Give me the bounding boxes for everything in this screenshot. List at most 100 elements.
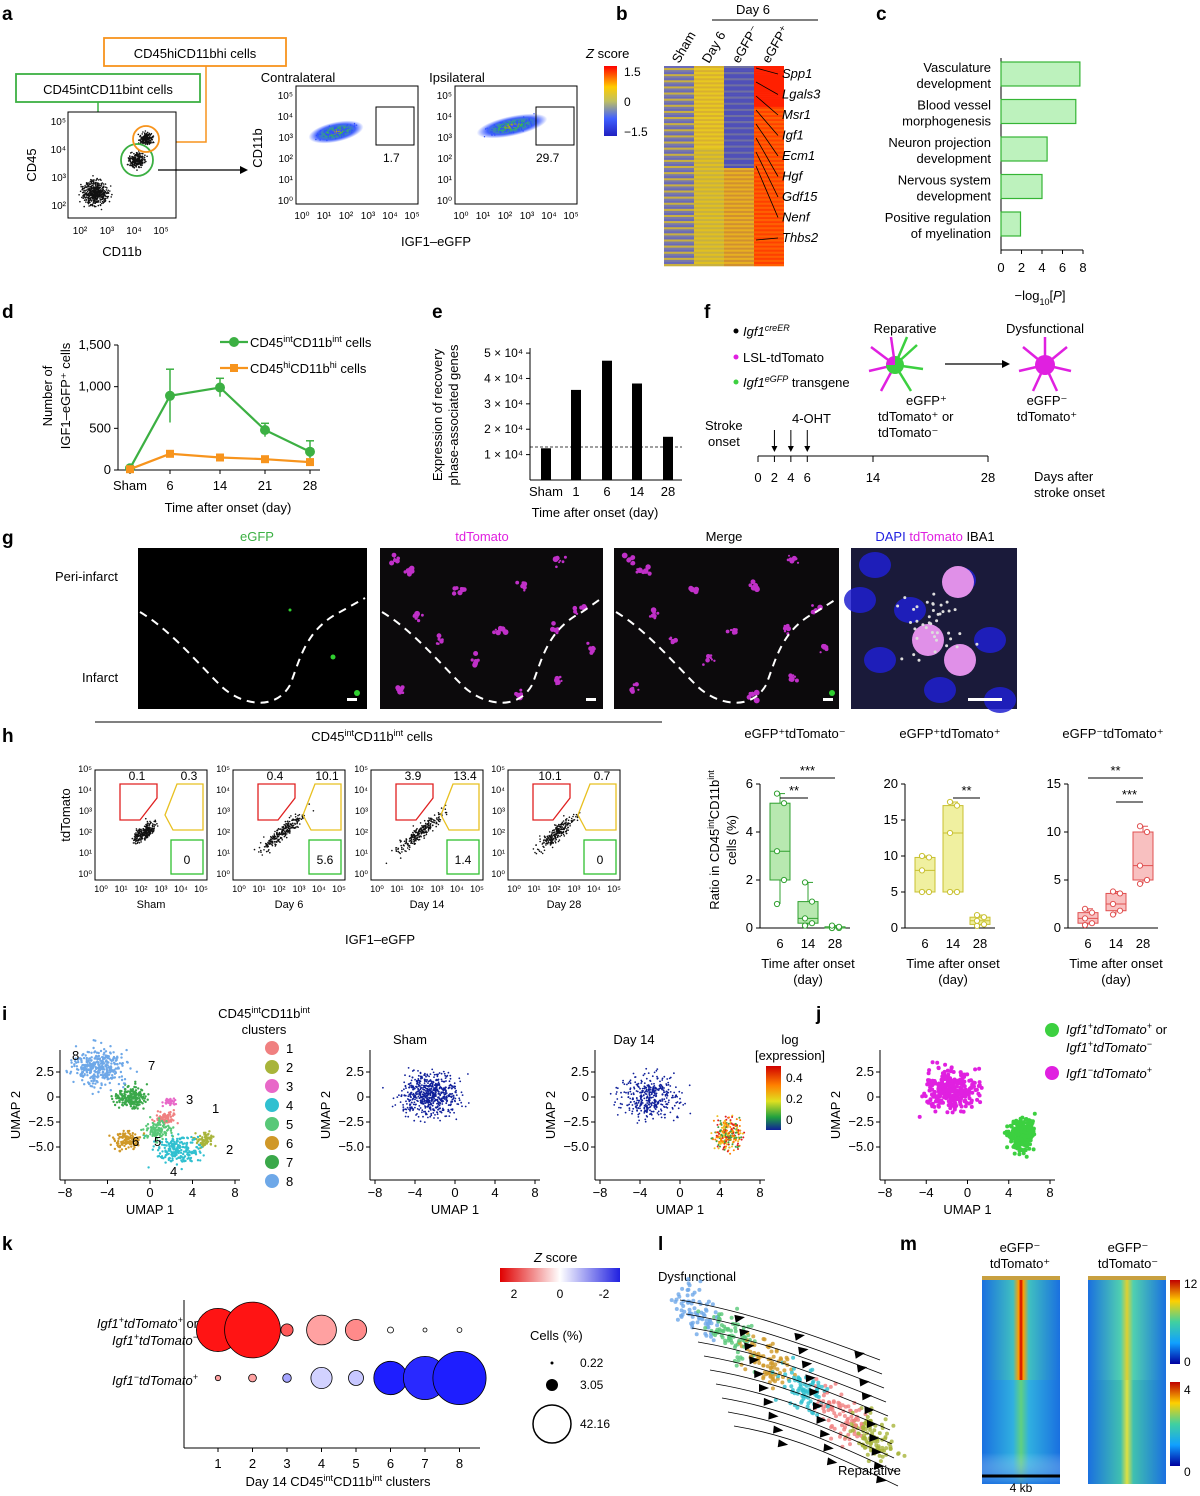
umap-cell <box>139 1094 142 1098</box>
event-dot <box>299 817 301 820</box>
event-dot <box>424 822 427 825</box>
umap-cell <box>90 1051 93 1055</box>
event-dot <box>518 129 521 131</box>
h-pct-green: 0 <box>597 853 604 867</box>
heatmap-cell <box>754 229 784 232</box>
heatmap-cell <box>724 182 754 185</box>
iba1-signal <box>912 653 916 657</box>
event-dot <box>491 134 493 136</box>
event-dot <box>499 121 501 124</box>
heatmap-cell <box>724 233 754 236</box>
microglia-spot <box>788 554 790 557</box>
umap-cell <box>120 1056 123 1059</box>
heatmap-cell <box>754 214 784 218</box>
event-dot <box>96 197 98 200</box>
event-dot <box>140 142 142 144</box>
umap-cell <box>210 1137 213 1140</box>
heatmap-cell <box>694 78 724 81</box>
heatmap-cell <box>664 80 694 83</box>
event-dot <box>89 192 92 195</box>
event-dot <box>559 825 561 827</box>
heatmap-cell <box>664 166 694 169</box>
event-dot <box>94 184 97 186</box>
event-dot <box>336 126 338 128</box>
cluster-legend-dot <box>265 1041 279 1055</box>
umap-cell <box>209 1142 212 1146</box>
f-dys2: tdTomato⁺ <box>1017 409 1077 424</box>
event-dot <box>546 838 548 841</box>
heatmap-cell <box>664 233 694 236</box>
event-dot <box>560 824 563 826</box>
h-xtick: 10¹ <box>527 884 540 894</box>
event-dot <box>340 134 342 136</box>
microglia-spot <box>558 561 561 564</box>
c-category-label: Blood vessel <box>917 98 991 113</box>
event-dot <box>287 829 289 832</box>
event-dot <box>328 133 330 135</box>
event-dot <box>132 161 134 164</box>
h-box <box>1105 892 1127 912</box>
event-dot <box>423 834 426 837</box>
heatmap-cell <box>694 257 724 261</box>
umap-cell <box>94 1061 97 1065</box>
event-dot <box>138 829 140 832</box>
event-dot <box>144 832 147 834</box>
umap-cell <box>134 1089 138 1092</box>
h-point <box>773 900 781 908</box>
umap-cell <box>99 1065 102 1068</box>
gene-label: Lgals3 <box>782 87 821 102</box>
event-dot <box>151 832 154 834</box>
umap-cell <box>402 1106 405 1108</box>
event-dot <box>432 819 435 821</box>
heatmap-cell <box>754 188 784 191</box>
arrow-head <box>787 446 794 452</box>
arrow-head <box>804 446 811 452</box>
contra-pct: 1.7 <box>383 151 400 165</box>
event-dot <box>148 140 150 142</box>
umap-cell <box>94 1082 97 1085</box>
event-dot <box>284 830 286 833</box>
heatmap-cell <box>694 214 724 218</box>
h-pct-red: 0.4 <box>267 769 284 783</box>
event-dot <box>327 128 329 130</box>
heatmap-cell <box>724 98 754 101</box>
umap-cell <box>145 1083 149 1086</box>
umap-cell <box>441 1080 443 1083</box>
umap-cell <box>175 1157 178 1161</box>
umap-cell <box>135 1070 139 1074</box>
umap-cell <box>447 1071 450 1074</box>
dapi-nucleus <box>924 677 956 703</box>
umap-cell <box>165 1151 168 1154</box>
heatmap-cell <box>694 153 724 157</box>
umap-cell <box>95 1066 98 1070</box>
event-dot <box>258 851 260 853</box>
event-dot <box>437 812 440 814</box>
cluster-number: 1 <box>212 1101 219 1116</box>
heatmap-cell <box>694 125 724 128</box>
umap-cell <box>113 1138 116 1141</box>
event-dot <box>406 847 409 849</box>
umap-cell <box>99 1059 102 1062</box>
umap-cell <box>106 1056 109 1060</box>
event-dot <box>144 837 146 839</box>
umap-cell <box>176 1149 180 1152</box>
microglia-spot <box>637 688 640 691</box>
heatmap-cell <box>664 133 694 136</box>
b-column-label: Day 6 <box>699 29 729 66</box>
umap-cell <box>108 1081 112 1085</box>
iba1-signal <box>933 635 936 639</box>
umap-cell <box>105 1072 109 1075</box>
event-dot <box>152 827 154 830</box>
heatmap-cell <box>664 110 694 114</box>
heatmap-cell <box>754 257 784 261</box>
heatmap-cell <box>694 172 724 175</box>
h-box-ytick-label: 10 <box>884 848 898 863</box>
event-dot <box>292 822 294 825</box>
event-dot <box>85 186 87 189</box>
event-dot <box>281 839 284 841</box>
h-box <box>769 802 791 881</box>
event-dot <box>131 151 133 154</box>
event-dot <box>134 836 137 839</box>
event-dot <box>535 844 537 846</box>
heatmap-cell <box>664 231 694 234</box>
